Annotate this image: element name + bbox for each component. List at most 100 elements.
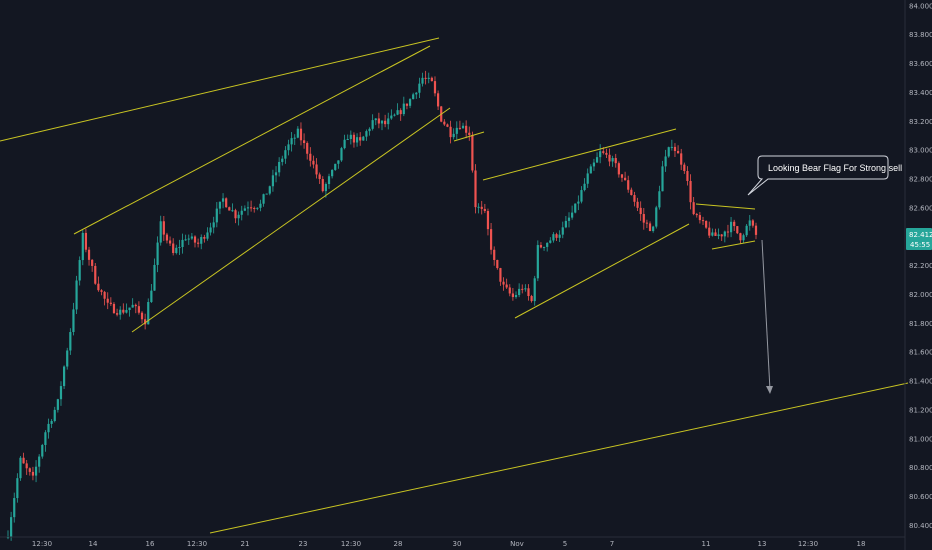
candle-body — [542, 246, 546, 248]
trendline-long-rising[interactable] — [0, 37, 440, 142]
trendline-channel-upper[interactable] — [73, 45, 431, 235]
trendline-flag-lower[interactable] — [514, 223, 690, 319]
candle-body — [415, 92, 418, 95]
candle-body — [306, 143, 309, 154]
candle-body — [63, 366, 66, 387]
candle-body — [614, 158, 617, 164]
price-tick-label: 81.600 — [909, 349, 932, 357]
last-price-label: 82.412 — [909, 231, 932, 239]
candle-body — [203, 237, 206, 239]
candle-body — [334, 163, 337, 170]
candle-body — [630, 189, 633, 196]
candle-body — [443, 121, 446, 125]
candle-body — [745, 225, 748, 236]
candle-body — [178, 247, 181, 249]
annotation-callout[interactable]: Looking Bear Flag For Strong sell — [747, 155, 902, 196]
candle-body — [168, 240, 172, 244]
candle-body — [327, 176, 331, 185]
candle-body — [661, 166, 664, 192]
time-tick-label: 12:30 — [798, 540, 818, 548]
time-tick-label: 30 — [453, 540, 462, 548]
candle-body — [461, 125, 465, 129]
trendline-bottom-support[interactable] — [209, 382, 909, 534]
candle-body — [246, 207, 250, 209]
candle-body — [259, 203, 262, 208]
candle-body — [200, 237, 203, 244]
candle-body — [225, 198, 228, 208]
candle-body — [387, 118, 390, 125]
price-axis[interactable]: 84.000 83.800 83.600 83.400 83.200 83.000 82.8… — [904, 0, 932, 550]
trendline-bear-flag-upper[interactable] — [695, 203, 756, 210]
candle-body — [59, 386, 63, 400]
trendline-flag-upper[interactable] — [482, 128, 677, 181]
candle-body — [243, 208, 246, 211]
candle-body — [156, 242, 159, 265]
candle-body — [140, 312, 144, 320]
candle-body — [355, 137, 359, 143]
candle-body — [468, 132, 471, 135]
candle-body — [698, 215, 701, 221]
candle-body — [112, 303, 116, 314]
candle-body — [701, 220, 705, 222]
candle-body — [424, 77, 427, 79]
candle-body — [480, 206, 483, 209]
candle-body — [193, 236, 197, 243]
candle-body — [608, 154, 611, 162]
time-axis[interactable]: 12:30 14 16 12:30 21 23 12:30 28 30 Nov 5 7 11 13 12:3… — [0, 536, 905, 548]
time-tick-label: 14 — [89, 540, 98, 548]
candle-body — [190, 236, 193, 239]
candle-body — [692, 202, 695, 215]
candle-body — [47, 423, 50, 433]
trendline-channel-lower[interactable] — [131, 107, 451, 333]
candle-body — [412, 94, 415, 100]
time-tick-label: 13 — [758, 540, 767, 548]
candle-body — [477, 206, 480, 208]
candle-body — [19, 457, 22, 479]
candle-body — [87, 249, 91, 260]
candle-body — [689, 180, 692, 203]
candle-body — [658, 191, 661, 208]
candle-body — [390, 115, 393, 119]
candle-body — [153, 264, 156, 291]
candle-body — [221, 198, 225, 202]
time-tick-label: 28 — [394, 540, 403, 548]
candle-body — [514, 295, 518, 298]
candle-body — [580, 190, 583, 202]
candle-body — [530, 296, 533, 302]
candle-body — [352, 134, 356, 143]
candle-body — [518, 288, 521, 296]
last-price-badge: 82.412 45:55 — [906, 228, 932, 250]
trendline-small-pullback[interactable] — [453, 131, 485, 142]
candle-body — [483, 208, 486, 212]
candle-body — [299, 128, 303, 141]
candle-body — [172, 243, 175, 254]
price-tick-label: 81.000 — [909, 435, 932, 443]
price-tick-label: 82.200 — [909, 262, 932, 270]
candle-body — [94, 265, 97, 284]
candle-body — [676, 150, 680, 154]
price-tick-label: 83.400 — [909, 89, 932, 97]
price-tick-label: 82.000 — [909, 291, 932, 299]
candle-body — [686, 171, 689, 181]
candle-body — [733, 221, 736, 227]
candle-body — [533, 278, 536, 302]
candle-body — [150, 290, 153, 303]
projection-arrow[interactable] — [761, 239, 773, 394]
candle-body — [231, 210, 234, 212]
price-tick-label: 80.800 — [909, 464, 932, 472]
candle-body — [197, 242, 200, 244]
candle-body — [636, 201, 639, 208]
candle-body — [705, 220, 708, 228]
candle-body — [664, 156, 667, 167]
price-tick-label: 81.200 — [909, 406, 932, 414]
candle-body — [521, 288, 524, 290]
candle-body — [396, 110, 399, 115]
candle-body — [458, 127, 462, 129]
time-tick-label: 5 — [563, 540, 567, 548]
candle-body — [489, 229, 493, 250]
candle-body — [720, 234, 723, 237]
candle-body — [16, 478, 19, 499]
trendline-bear-flag-lower[interactable] — [711, 240, 756, 250]
